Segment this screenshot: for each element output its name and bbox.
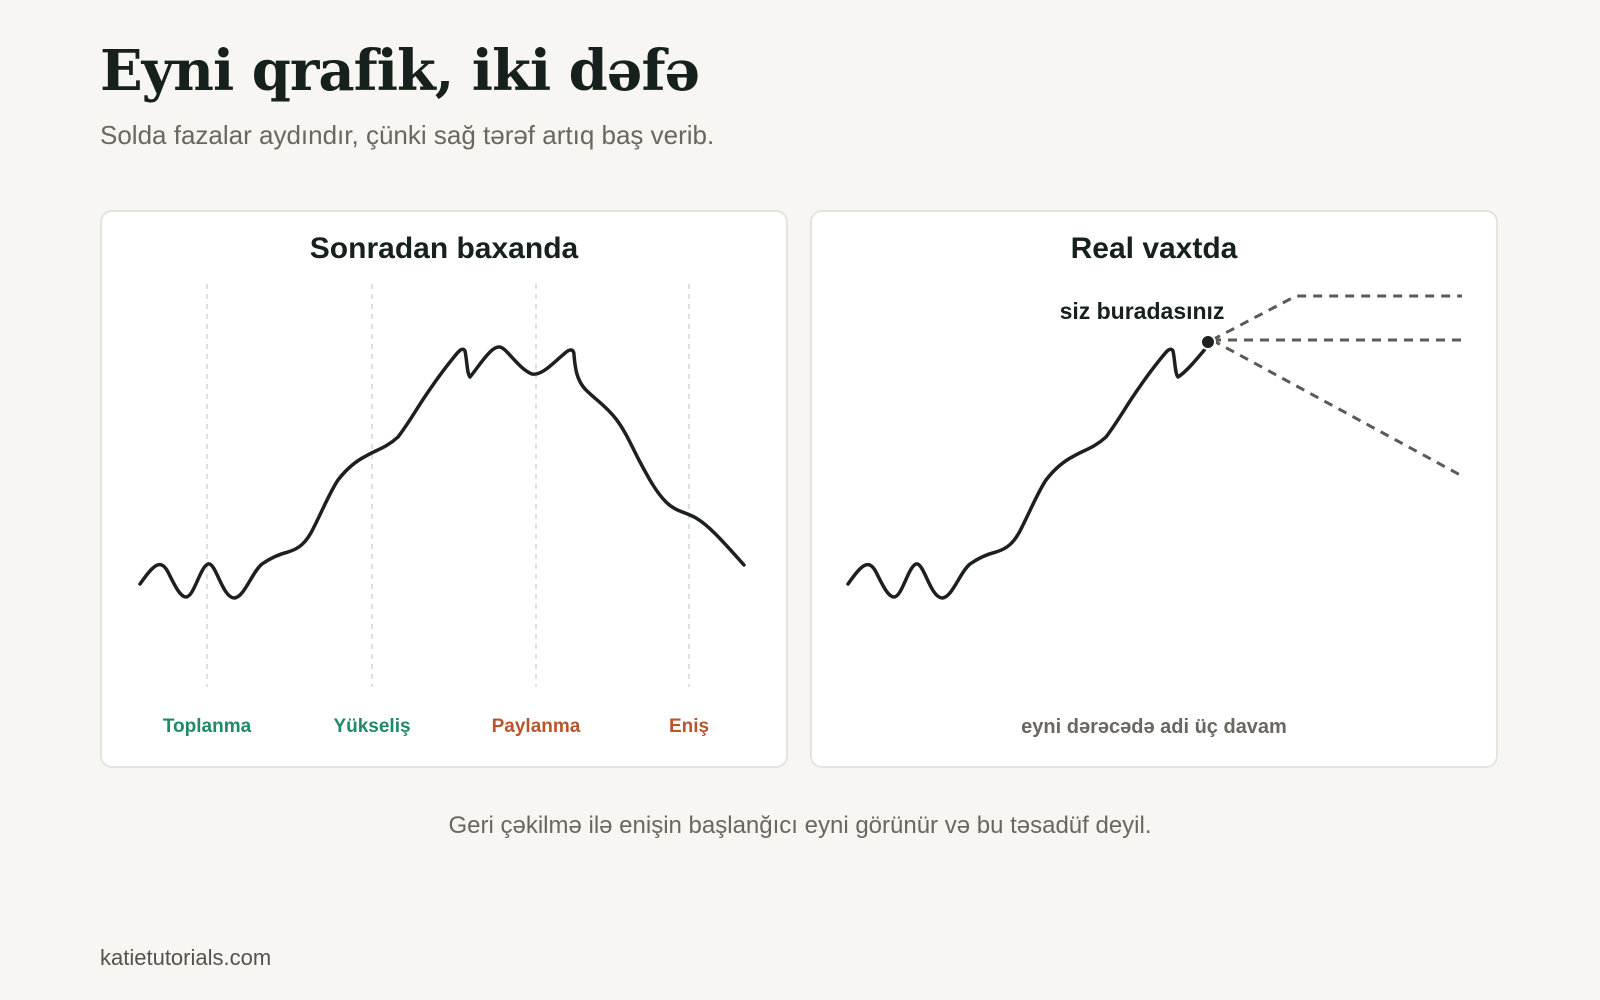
you-are-here-label: siz buradasınız <box>1059 298 1225 324</box>
partial-price-path <box>846 346 1208 600</box>
footer-credit: katietutorials.com <box>100 945 272 970</box>
phase-dividers <box>206 284 690 687</box>
current-position-marker <box>1200 334 1216 350</box>
realtime-panel: Real vaxtda siz buradasınız eyni dərəcəd… <box>810 210 1498 768</box>
possible-continuations <box>1211 294 1463 478</box>
phase-label-enis: Eniş <box>668 716 710 737</box>
continuation-up <box>1211 294 1462 342</box>
realtime-chart <box>846 294 1463 600</box>
hindsight-panel: Sonradan baxanda Toplanma Yükseliş Payla… <box>100 210 788 768</box>
page-title: Eyni qrafik, iki dəfə <box>100 38 700 104</box>
phase-label-yukselis: Yükseliş <box>333 716 411 737</box>
page-subtitle: Solda fazalar aydındır, çünki sağ tərəf … <box>100 120 715 150</box>
phase-label-toplanma: Toplanma <box>162 716 252 737</box>
hindsight-chart <box>138 284 746 687</box>
realtime-panel-title: Real vaxtda <box>1070 232 1238 265</box>
phase-label-paylanma: Paylanma <box>491 716 581 737</box>
continuation-down <box>1211 338 1463 478</box>
caption: Geri çəkilmə ilə enişin başlanğıcı eyni … <box>448 812 1152 839</box>
continuations-note: eyni dərəcədə adi üç davam <box>1021 716 1287 738</box>
hindsight-panel-title: Sonradan baxanda <box>309 232 579 265</box>
full-price-path <box>138 345 746 600</box>
